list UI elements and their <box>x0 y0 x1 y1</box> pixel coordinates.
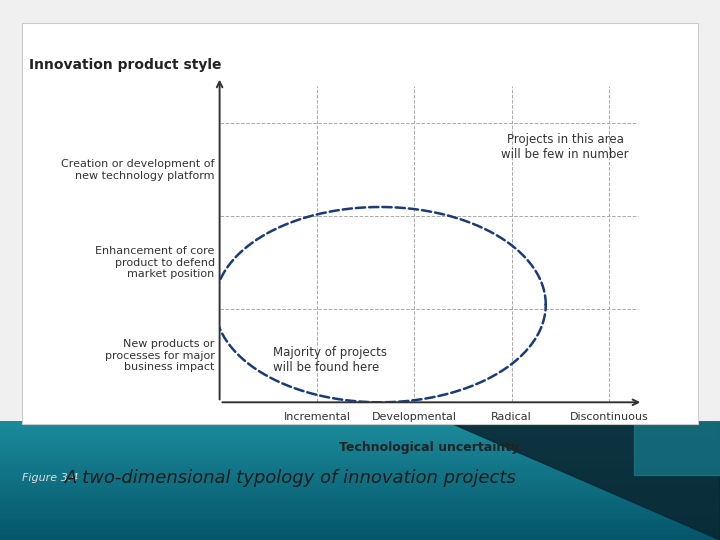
Text: Discontinuous: Discontinuous <box>570 411 649 422</box>
Text: Figure 3.4: Figure 3.4 <box>22 473 78 483</box>
Text: Developmental: Developmental <box>372 411 456 422</box>
Text: New products or
processes for major
business impact: New products or processes for major busi… <box>105 339 215 373</box>
Text: Enhancement of core
product to defend
market position: Enhancement of core product to defend ma… <box>95 246 215 279</box>
Text: A two-dimensional typology of innovation projects: A two-dimensional typology of innovation… <box>65 469 516 487</box>
Text: Incremental: Incremental <box>284 411 351 422</box>
Polygon shape <box>446 421 720 540</box>
Text: Innovation product style: Innovation product style <box>29 58 221 72</box>
Text: Creation or development of
new technology platform: Creation or development of new technolog… <box>61 159 215 180</box>
Text: Majority of projects
will be found here: Majority of projects will be found here <box>273 347 387 374</box>
Text: Projects in this area
will be few in number: Projects in this area will be few in num… <box>501 132 629 160</box>
FancyBboxPatch shape <box>22 23 698 423</box>
Text: Radical: Radical <box>491 411 532 422</box>
Polygon shape <box>634 421 720 475</box>
Text: Technological uncertainty: Technological uncertainty <box>339 441 519 454</box>
